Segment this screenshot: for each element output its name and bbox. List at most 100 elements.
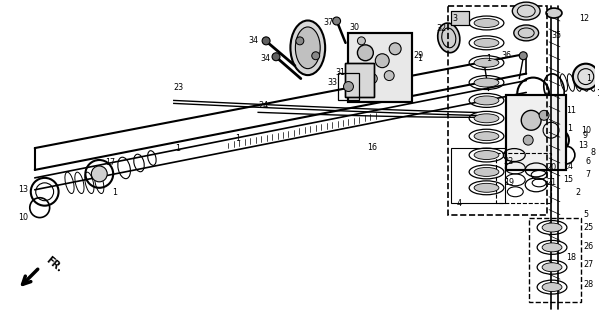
Text: 18: 18 xyxy=(566,253,576,262)
Text: 4: 4 xyxy=(456,199,462,208)
Bar xyxy=(451,11,468,25)
Text: 35: 35 xyxy=(551,31,561,40)
Text: 11: 11 xyxy=(566,106,576,115)
Text: 13: 13 xyxy=(578,140,588,150)
Text: 10: 10 xyxy=(581,126,591,135)
Circle shape xyxy=(384,71,394,81)
Text: 1: 1 xyxy=(235,134,240,143)
Text: 6: 6 xyxy=(586,157,591,166)
Ellipse shape xyxy=(291,20,325,75)
Text: 20: 20 xyxy=(546,164,556,172)
Circle shape xyxy=(344,82,353,92)
Circle shape xyxy=(358,37,365,45)
Text: 13: 13 xyxy=(18,185,28,194)
Text: 19: 19 xyxy=(504,178,515,187)
Text: 14: 14 xyxy=(563,163,573,172)
Circle shape xyxy=(480,60,489,68)
Text: 27: 27 xyxy=(584,260,594,269)
Bar xyxy=(338,73,359,100)
Text: 30: 30 xyxy=(349,23,359,32)
Text: 31: 31 xyxy=(335,68,346,77)
Circle shape xyxy=(367,74,377,84)
Ellipse shape xyxy=(474,132,499,140)
Circle shape xyxy=(311,52,320,60)
Circle shape xyxy=(521,110,541,130)
Text: 36: 36 xyxy=(501,51,512,60)
Text: 1: 1 xyxy=(567,124,572,133)
Circle shape xyxy=(332,17,341,25)
Bar xyxy=(347,33,412,102)
Text: 1: 1 xyxy=(112,188,117,197)
Text: 21: 21 xyxy=(546,178,556,187)
Circle shape xyxy=(573,64,598,90)
Circle shape xyxy=(389,43,401,55)
Text: FR.: FR. xyxy=(44,255,64,274)
Bar xyxy=(506,95,566,170)
Ellipse shape xyxy=(295,27,320,69)
Text: 1: 1 xyxy=(175,144,180,153)
Ellipse shape xyxy=(474,78,499,87)
Text: 17: 17 xyxy=(105,158,116,167)
Ellipse shape xyxy=(438,23,460,53)
Bar xyxy=(344,63,374,98)
Text: 28: 28 xyxy=(584,280,594,289)
Circle shape xyxy=(376,54,389,68)
Text: 1: 1 xyxy=(596,89,599,98)
Circle shape xyxy=(272,53,280,61)
Text: 33: 33 xyxy=(328,78,338,87)
Text: 7: 7 xyxy=(586,170,591,180)
Text: 32: 32 xyxy=(437,24,447,34)
Ellipse shape xyxy=(542,263,562,272)
Text: 23: 23 xyxy=(174,83,184,92)
Text: 34: 34 xyxy=(248,36,258,45)
Ellipse shape xyxy=(474,151,499,159)
Text: 12: 12 xyxy=(579,13,589,22)
Bar xyxy=(451,148,506,203)
Ellipse shape xyxy=(512,2,540,20)
Text: 26: 26 xyxy=(584,242,594,251)
Text: 15: 15 xyxy=(563,175,573,184)
Text: 37: 37 xyxy=(323,19,334,28)
Circle shape xyxy=(539,110,549,120)
Bar xyxy=(529,218,581,302)
Text: 8: 8 xyxy=(591,148,596,156)
Circle shape xyxy=(519,52,527,60)
Circle shape xyxy=(524,135,533,145)
Text: 16: 16 xyxy=(367,143,377,152)
Bar xyxy=(344,63,374,98)
Text: 22: 22 xyxy=(503,157,513,166)
Text: 3: 3 xyxy=(453,13,458,22)
Text: 29: 29 xyxy=(413,51,423,60)
Text: 1: 1 xyxy=(486,54,492,63)
Bar xyxy=(451,11,468,25)
Text: 10: 10 xyxy=(18,213,28,222)
Text: 24: 24 xyxy=(258,101,268,110)
Ellipse shape xyxy=(514,25,539,41)
Text: 34: 34 xyxy=(260,54,270,63)
Text: 1: 1 xyxy=(417,54,422,63)
Text: 2: 2 xyxy=(576,188,581,197)
Ellipse shape xyxy=(474,58,499,67)
Text: 5: 5 xyxy=(584,210,589,219)
Ellipse shape xyxy=(474,96,499,105)
Bar xyxy=(506,95,566,170)
Circle shape xyxy=(296,37,304,45)
Text: 1: 1 xyxy=(586,74,591,83)
Circle shape xyxy=(358,45,373,61)
Bar xyxy=(448,6,547,215)
Bar xyxy=(497,153,551,203)
Text: 9: 9 xyxy=(583,131,588,140)
Circle shape xyxy=(91,166,107,182)
Ellipse shape xyxy=(546,8,562,18)
Bar xyxy=(347,33,412,102)
Ellipse shape xyxy=(474,19,499,28)
Ellipse shape xyxy=(474,38,499,47)
Ellipse shape xyxy=(542,283,562,292)
Circle shape xyxy=(262,37,270,45)
Text: 25: 25 xyxy=(584,223,594,232)
Ellipse shape xyxy=(542,243,562,252)
Ellipse shape xyxy=(474,167,499,176)
Ellipse shape xyxy=(542,223,562,232)
Ellipse shape xyxy=(474,183,499,192)
Ellipse shape xyxy=(474,114,499,123)
